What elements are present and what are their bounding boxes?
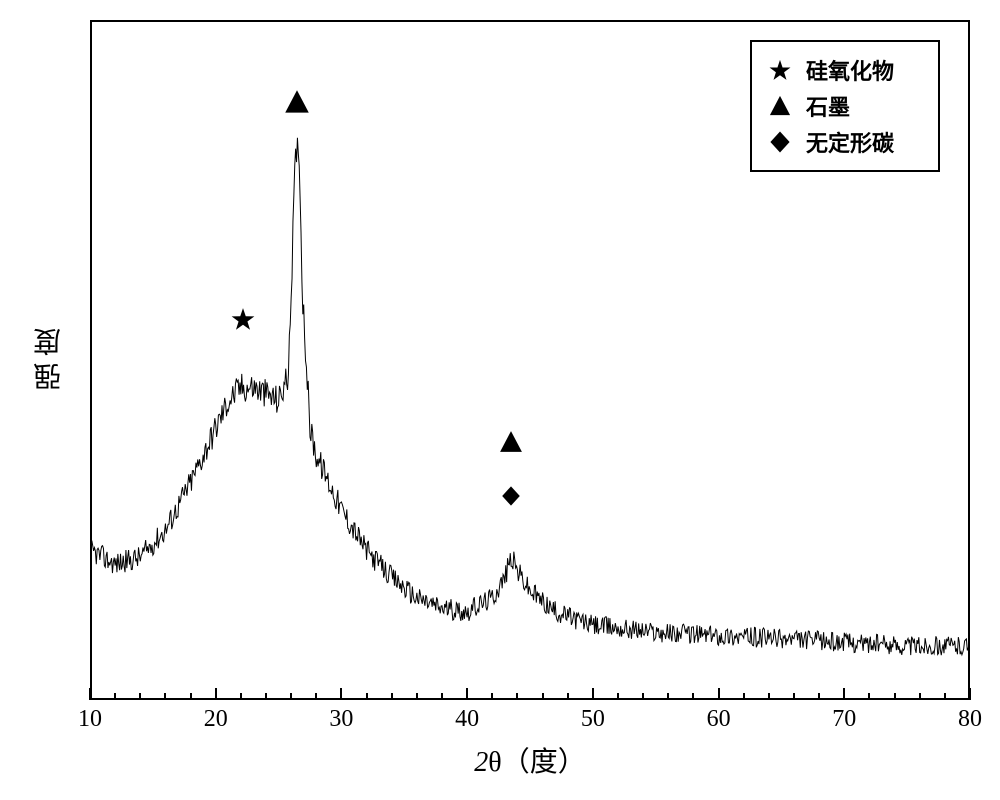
x-tick-minor <box>919 693 921 700</box>
x-tick-label: 10 <box>72 706 108 733</box>
x-tick-minor <box>768 693 770 700</box>
x-tick-major <box>718 688 720 700</box>
x-tick-minor <box>567 693 569 700</box>
xrd-figure: 硅氧化物石墨无定形碳 10 20 30 40 50 60 70 80 强 度 2θ（度） <box>0 0 1000 800</box>
x-tick-label: 70 <box>826 706 862 733</box>
x-tick-minor <box>240 693 242 700</box>
x-tick-minor <box>139 693 141 700</box>
xrd-trace <box>90 138 970 655</box>
x-tick-major <box>466 688 468 700</box>
x-tick-major <box>969 688 971 700</box>
x-tick-label: 50 <box>575 706 611 733</box>
legend-box: 硅氧化物石墨无定形碳 <box>750 40 940 172</box>
x-tick-minor <box>793 693 795 700</box>
x-tick-minor <box>391 693 393 700</box>
x-tick-minor <box>366 693 368 700</box>
star-peak-marker <box>230 306 256 332</box>
star-icon <box>766 56 794 84</box>
x-tick-minor <box>818 693 820 700</box>
x-tick-minor <box>416 693 418 700</box>
y-axis-label: 强 度 <box>30 305 70 415</box>
triangle-icon <box>766 92 794 120</box>
legend-entry: 硅氧化物 <box>766 52 924 88</box>
x-tick-minor <box>265 693 267 700</box>
x-tick-minor <box>491 693 493 700</box>
x-tick-label: 60 <box>701 706 737 733</box>
x-tick-minor <box>944 693 946 700</box>
legend-entry: 无定形碳 <box>766 124 924 160</box>
x-tick-minor <box>642 693 644 700</box>
x-axis-label: 2θ（度） <box>450 740 610 780</box>
x-tick-minor <box>164 693 166 700</box>
x-tick-minor <box>190 693 192 700</box>
x-tick-label: 20 <box>198 706 234 733</box>
diamond-peak-marker <box>500 485 522 507</box>
x-tick-minor <box>441 693 443 700</box>
legend-label: 无定形碳 <box>806 126 894 158</box>
x-tick-minor <box>743 693 745 700</box>
x-tick-minor <box>315 693 317 700</box>
x-tick-minor <box>114 693 116 700</box>
diamond-icon <box>766 128 794 156</box>
x-tick-minor <box>617 693 619 700</box>
x-tick-label: 80 <box>952 706 988 733</box>
x-tick-label: 30 <box>323 706 359 733</box>
x-tick-label: 40 <box>449 706 485 733</box>
x-tick-minor <box>667 693 669 700</box>
x-tick-minor <box>290 693 292 700</box>
x-tick-minor <box>868 693 870 700</box>
x-tick-major <box>592 688 594 700</box>
x-tick-minor <box>692 693 694 700</box>
triangle-peak-marker <box>498 429 524 455</box>
x-tick-major <box>89 688 91 700</box>
triangle-peak-marker <box>283 88 311 116</box>
legend-label: 硅氧化物 <box>806 54 894 86</box>
plot-area: 硅氧化物石墨无定形碳 <box>90 20 970 700</box>
legend-entry: 石墨 <box>766 88 924 124</box>
legend-label: 石墨 <box>806 90 850 122</box>
x-tick-major <box>215 688 217 700</box>
x-tick-minor <box>894 693 896 700</box>
x-tick-minor <box>542 693 544 700</box>
x-tick-major <box>843 688 845 700</box>
x-tick-major <box>340 688 342 700</box>
x-tick-minor <box>516 693 518 700</box>
